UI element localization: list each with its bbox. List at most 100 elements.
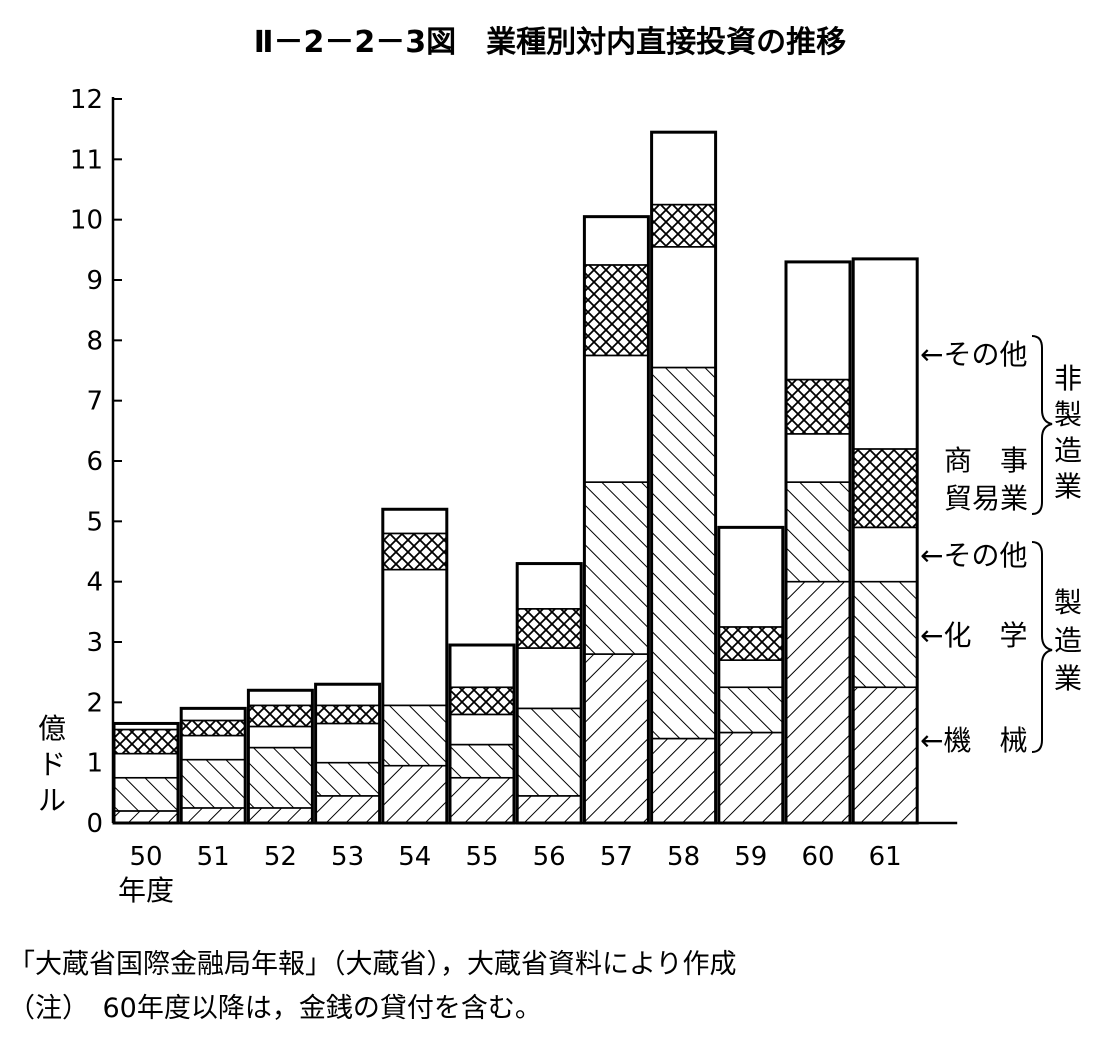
x-tick-label: 58 [667, 842, 700, 872]
bar-segment [449, 713, 515, 746]
bar-segment [852, 448, 919, 529]
legend-brace-mfg [1031, 541, 1053, 753]
bar-segment [180, 758, 246, 809]
y-tick-label: 2 [86, 688, 103, 718]
bar-stack [851, 257, 919, 825]
footnote: （注） 60年度以降は，金銭の貸付を含む。 [8, 993, 542, 1024]
x-tick-label: 55 [465, 842, 498, 872]
bar-segment [650, 366, 717, 740]
bar-segment [650, 737, 717, 824]
bar-segment [717, 686, 784, 734]
legend-group-mfg-char: 造 [1054, 624, 1082, 657]
bar-stack [784, 260, 852, 825]
bar-segment [583, 354, 650, 483]
bar-segment [650, 203, 717, 248]
bar-segment [717, 626, 784, 661]
x-tick-label: 50 [129, 842, 162, 872]
y-unit-char: 億 [38, 712, 66, 745]
bar-segment [180, 807, 246, 824]
y-tick-label: 4 [86, 568, 103, 598]
bar-segment [449, 743, 515, 779]
bar-segment [449, 686, 515, 716]
y-tick-label: 10 [70, 206, 103, 236]
y-tick-label: 5 [86, 507, 103, 537]
bar-segment [785, 481, 851, 583]
x-tick-label: 59 [734, 842, 767, 872]
legend-group-nonmfg-char: 造 [1054, 434, 1082, 467]
bars [112, 130, 919, 825]
bar-segment [314, 795, 381, 824]
bar-segment [314, 683, 381, 707]
bar-segment [516, 707, 583, 797]
bar-segment [852, 686, 919, 824]
bar-segment [247, 807, 314, 824]
legend-trade-line1: 商 事 [944, 444, 1028, 477]
bar-segment [247, 689, 314, 707]
y-tick-label: 7 [86, 387, 103, 417]
bar-stack [650, 130, 718, 825]
bar-segment [314, 761, 381, 797]
y-tick-label: 6 [86, 447, 103, 477]
x-tick-label: 61 [869, 842, 902, 872]
y-tick-label: 1 [86, 749, 103, 779]
y-tick-label: 0 [86, 809, 103, 839]
legend-machinery: ←機 械 [920, 724, 1027, 757]
bar-segment [180, 719, 246, 737]
bar-segment [381, 764, 448, 824]
y-tick-label: 9 [86, 266, 103, 296]
y-tick-label: 11 [70, 145, 103, 175]
bar-segment [852, 580, 919, 689]
bar-segment [113, 752, 179, 779]
legend-group-nonmfg-char: 製 [1054, 398, 1082, 431]
bar-segment [180, 734, 246, 761]
bar-segment [583, 264, 650, 357]
bar-segment [650, 246, 717, 369]
bar-segment [449, 644, 515, 689]
bar-stack [179, 706, 247, 825]
bar-stack [246, 688, 314, 825]
bar-segment [650, 131, 717, 206]
legend-mfg-other: ←その他 [920, 539, 1027, 572]
bar-segment [785, 580, 851, 824]
y-tick-label: 12 [70, 85, 103, 115]
x-axis-unit-label: 年度 [118, 874, 174, 907]
bar-segment [785, 433, 851, 483]
bar-segment [381, 532, 448, 571]
bar-segment [113, 728, 179, 755]
bar-segment [113, 776, 179, 812]
x-tick-label: 57 [600, 842, 633, 872]
legend-nonmfg-other: ←その他 [920, 338, 1027, 371]
bar-stack [582, 215, 650, 825]
y-tick-label: 3 [86, 628, 103, 658]
legend-group-mfg-char: 製 [1054, 586, 1082, 619]
bar-segment [449, 776, 515, 824]
bar-segment [516, 795, 583, 824]
bar-segment [717, 731, 784, 824]
bar-segment [180, 707, 246, 722]
bar-segment [583, 481, 650, 655]
bar-stack [314, 682, 382, 825]
bar-segment [247, 725, 314, 749]
y-unit-char: ド [38, 748, 66, 781]
bar-segment [113, 810, 179, 824]
bar-stack [448, 643, 516, 825]
bar-segment [381, 704, 448, 767]
x-tick-label: 60 [801, 842, 834, 872]
bar-segment [583, 215, 650, 266]
bar-segment [785, 261, 851, 381]
legend-group-nonmfg-char: 非 [1054, 362, 1082, 395]
bar-segment [717, 526, 784, 628]
legend-trade-line2: 貿易業 [944, 482, 1028, 515]
bar-segment [717, 659, 784, 689]
x-tick-label: 54 [398, 842, 431, 872]
bar-segment [583, 653, 650, 824]
x-tick-label: 51 [197, 842, 230, 872]
bar-stack [515, 562, 583, 825]
legend-group-mfg-char: 業 [1054, 662, 1082, 695]
bar-segment [516, 562, 583, 610]
bar-stack [381, 507, 449, 825]
bar-segment [247, 746, 314, 809]
bar-stack [717, 525, 785, 825]
